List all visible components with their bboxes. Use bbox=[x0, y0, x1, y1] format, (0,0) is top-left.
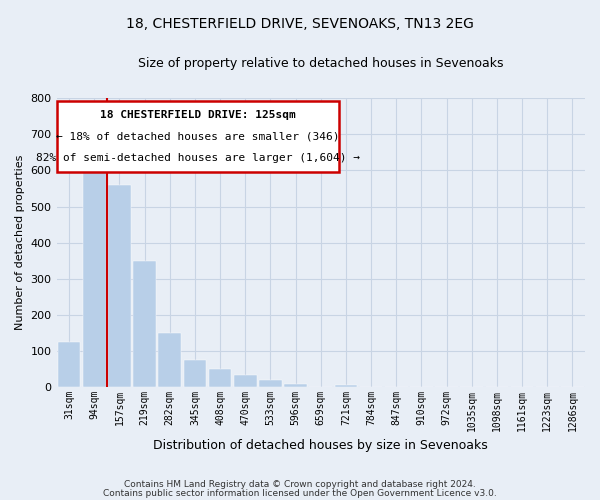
Text: 82% of semi-detached houses are larger (1,604) →: 82% of semi-detached houses are larger (… bbox=[36, 152, 360, 162]
Bar bbox=[259, 380, 282, 388]
Bar bbox=[58, 342, 80, 388]
Text: Contains public sector information licensed under the Open Government Licence v3: Contains public sector information licen… bbox=[103, 489, 497, 498]
Bar bbox=[335, 386, 357, 388]
Bar bbox=[83, 170, 106, 388]
Bar bbox=[234, 374, 257, 388]
Bar bbox=[158, 333, 181, 388]
Title: Size of property relative to detached houses in Sevenoaks: Size of property relative to detached ho… bbox=[138, 58, 503, 70]
X-axis label: Distribution of detached houses by size in Sevenoaks: Distribution of detached houses by size … bbox=[154, 440, 488, 452]
Y-axis label: Number of detached properties: Number of detached properties bbox=[15, 155, 25, 330]
Bar bbox=[284, 384, 307, 388]
Bar bbox=[108, 185, 131, 388]
Text: 18 CHESTERFIELD DRIVE: 125sqm: 18 CHESTERFIELD DRIVE: 125sqm bbox=[100, 110, 296, 120]
FancyBboxPatch shape bbox=[56, 101, 339, 172]
Bar bbox=[184, 360, 206, 388]
Bar bbox=[209, 369, 232, 388]
Bar bbox=[133, 260, 156, 388]
Text: Contains HM Land Registry data © Crown copyright and database right 2024.: Contains HM Land Registry data © Crown c… bbox=[124, 480, 476, 489]
Text: 18, CHESTERFIELD DRIVE, SEVENOAKS, TN13 2EG: 18, CHESTERFIELD DRIVE, SEVENOAKS, TN13 … bbox=[126, 18, 474, 32]
Text: ← 18% of detached houses are smaller (346): ← 18% of detached houses are smaller (34… bbox=[56, 132, 340, 141]
